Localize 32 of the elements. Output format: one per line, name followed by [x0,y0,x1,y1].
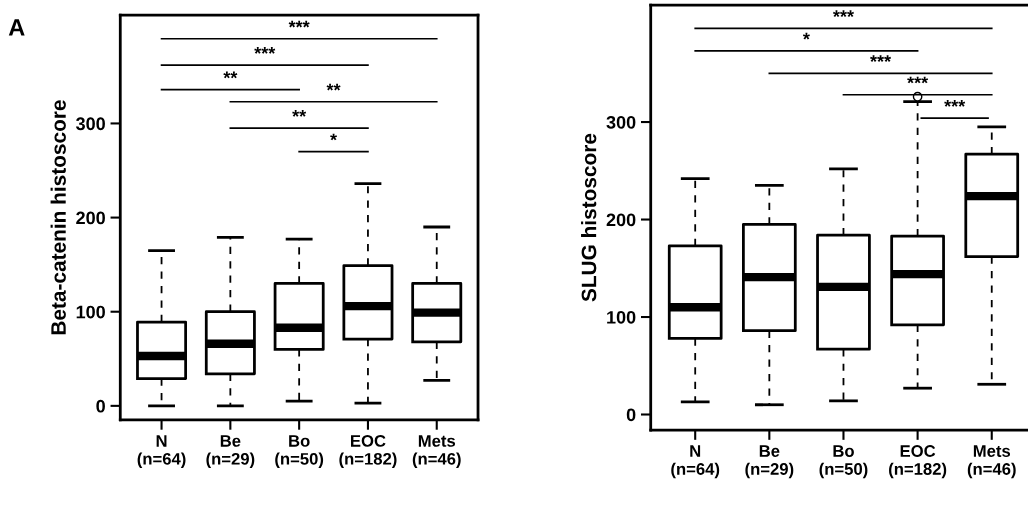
x-tick-label: N (n=64) [137,435,186,469]
y-tick-label: 100 [607,310,636,324]
x-tick-label: Mets (n=46) [412,435,461,469]
x-tick-label: Bo (n=50) [275,435,324,469]
annotation: *** [870,55,892,62]
y-tick-label: 0 [626,408,636,422]
x-tick-label: Mets (n=46) [967,445,1016,479]
y-tick-label: 100 [76,305,105,319]
y-tick-label: 300 [606,115,636,129]
annotation: *** [288,20,310,28]
annotation: * [802,32,810,40]
x-tick-label: N (n=64) [671,445,720,479]
x-tick-label: EOC (n=182) [339,435,397,469]
annotation: ** [326,83,341,91]
annotation: *** [832,10,854,18]
annotation: ** [292,110,307,117]
annotation: * [330,133,338,141]
y-axis-title: Beta-catenin histoscore [50,100,66,335]
y-tick-label: 200 [606,213,636,227]
x-tick-label: Be (n=29) [745,445,794,479]
x-tick-label: EOC (n=182) [889,445,947,479]
y-tick-label: 300 [75,117,105,131]
text: A [8,19,25,36]
annotation: *** [944,100,966,107]
y-tick-label: 200 [76,211,105,225]
annotation: *** [907,76,929,84]
y-axis-title: SLUG histoscore [581,133,597,302]
annotation: *** [254,47,276,54]
annotation: ** [223,71,238,79]
x-tick-label: Be (n=29) [206,435,255,469]
x-tick-label: Bo (n=50) [819,445,868,479]
y-tick-label: 0 [96,399,105,413]
